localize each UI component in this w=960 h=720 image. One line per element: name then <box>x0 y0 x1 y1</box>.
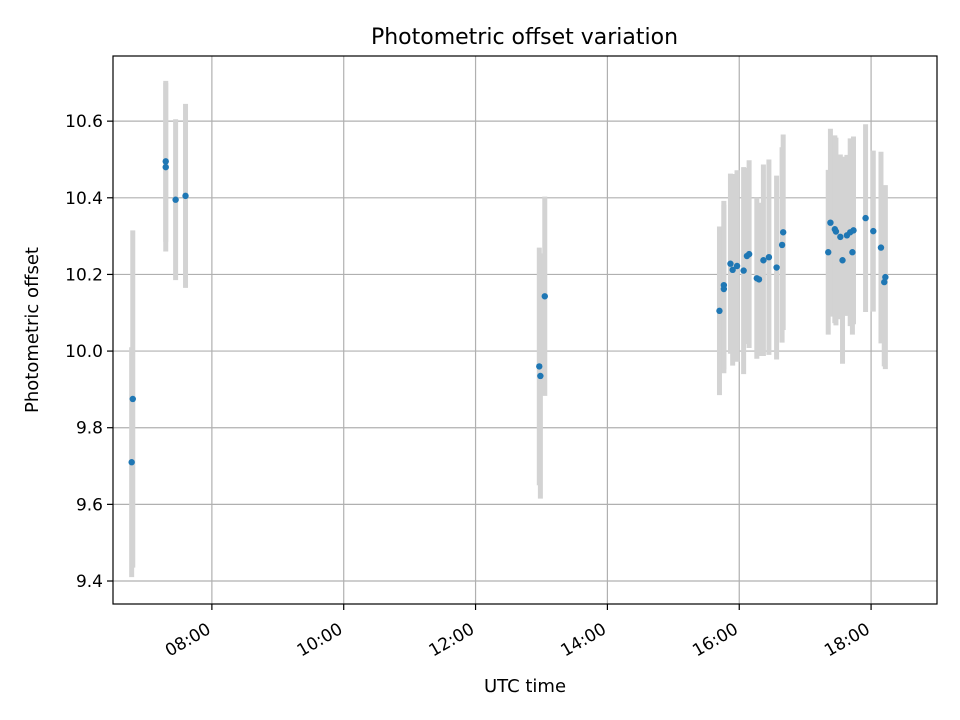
data-point <box>870 227 877 235</box>
data-point <box>765 253 773 261</box>
y-tick-label: 10.0 <box>65 342 103 362</box>
data-point <box>162 163 169 171</box>
data-point <box>837 233 844 241</box>
data-point <box>541 293 548 300</box>
data-point <box>720 285 728 293</box>
data-point <box>773 264 780 271</box>
data-point <box>778 241 786 249</box>
data-point <box>172 196 179 203</box>
data-point <box>760 257 767 264</box>
data-point <box>536 363 543 370</box>
data-point <box>128 459 135 466</box>
data-point <box>537 372 544 380</box>
y-axis-ticks: 9.4 9.6 9.8 10.0 10.2 10.4 10.6 <box>65 112 113 592</box>
data-point <box>745 250 753 258</box>
data-point <box>162 158 169 165</box>
y-tick-label: 9.8 <box>76 419 103 439</box>
data-points <box>128 158 889 466</box>
data-point <box>850 227 857 234</box>
data-point <box>716 307 723 315</box>
data-point <box>727 260 734 267</box>
y-tick-label: 10.2 <box>65 265 103 285</box>
chart-title: Photometric offset variation <box>371 25 678 50</box>
plot-frame <box>112 55 938 605</box>
data-point <box>779 229 787 236</box>
data-point <box>832 228 840 235</box>
y-tick-label: 10.6 <box>65 112 103 132</box>
data-point <box>862 214 869 222</box>
y-tick-label: 9.4 <box>76 572 103 592</box>
data-point <box>839 257 846 264</box>
data-point <box>129 395 136 403</box>
data-point <box>729 266 736 274</box>
data-point <box>755 276 763 283</box>
data-point <box>881 278 888 286</box>
x-axis-label: UTC time <box>484 676 566 697</box>
data-point <box>740 267 747 274</box>
data-point <box>877 244 885 251</box>
data-point <box>182 192 189 200</box>
data-point <box>849 249 856 256</box>
data-point <box>825 249 832 256</box>
y-axis-label: Photometric offset <box>22 247 43 413</box>
data-point <box>882 273 889 281</box>
grid <box>113 56 937 604</box>
y-tick-label: 9.6 <box>76 495 103 515</box>
data-point <box>733 262 741 270</box>
y-tick-label: 10.4 <box>65 189 103 209</box>
data-point <box>827 219 834 226</box>
